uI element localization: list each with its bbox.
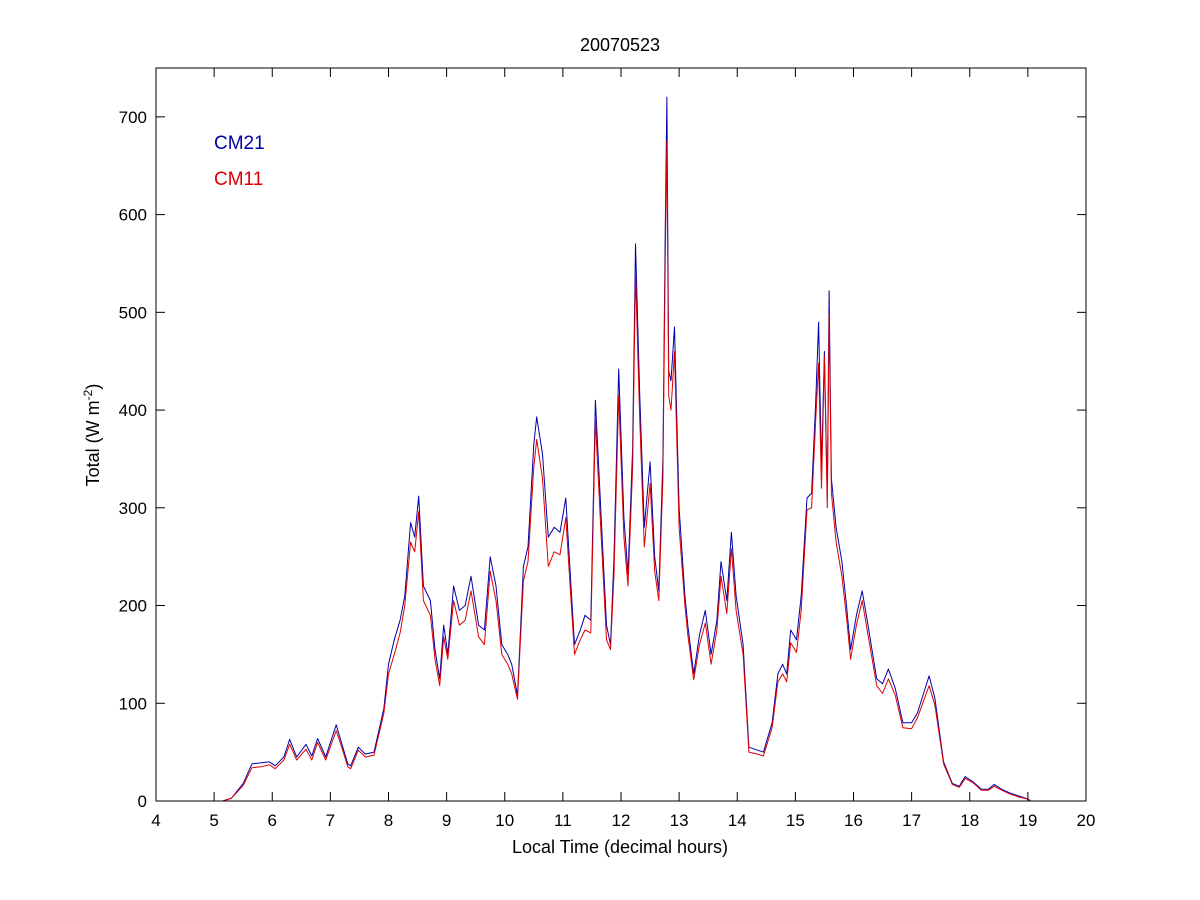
x-tick-label: 4	[151, 811, 160, 830]
y-tick-label: 600	[119, 206, 147, 225]
y-tick-label: 0	[138, 792, 147, 811]
x-tick-label: 17	[902, 811, 921, 830]
y-tick-label: 200	[119, 597, 147, 616]
legend: CM21 CM11	[214, 133, 265, 190]
x-tick-label: 9	[442, 811, 451, 830]
x-tick-label: 6	[268, 811, 277, 830]
y-axis-title-base: Total (W m	[83, 400, 103, 486]
y-axis-title-sup: -2	[81, 389, 95, 400]
y-axis-title: Total (W m-2)	[81, 384, 103, 487]
x-tick-label: 20	[1077, 811, 1096, 830]
x-tick-label: 15	[786, 811, 805, 830]
y-tick-label: 700	[119, 108, 147, 127]
x-tick-label: 10	[495, 811, 514, 830]
y-axis: 0 100 200 300 400 500 600 700	[119, 108, 1086, 811]
series-layer	[222, 96, 1032, 802]
x-axis-title: Local Time (decimal hours)	[512, 837, 728, 857]
x-tick-label: 14	[728, 811, 747, 830]
y-tick-label: 400	[119, 401, 147, 420]
x-tick-label: 7	[326, 811, 335, 830]
x-tick-label: 12	[612, 811, 631, 830]
chart-title: 20070523	[580, 35, 660, 55]
y-tick-label: 100	[119, 694, 147, 713]
series-line-cm21	[222, 96, 1032, 802]
x-tick-label: 13	[670, 811, 689, 830]
x-tick-label: 8	[384, 811, 393, 830]
x-axis: 4 5 6 7 8 9 10 11 12 13 14 15 16 17 18 19 20	[151, 68, 1095, 830]
x-tick-label: 16	[844, 811, 863, 830]
legend-entry-cm11: CM11	[214, 169, 263, 190]
series-line-cm11	[222, 140, 1032, 802]
y-tick-label: 500	[119, 303, 147, 322]
x-tick-label: 19	[1018, 811, 1037, 830]
x-tick-label: 5	[209, 811, 218, 830]
x-tick-label: 11	[554, 811, 572, 830]
legend-entry-cm21: CM21	[214, 133, 265, 154]
y-axis-title-close: )	[83, 384, 103, 390]
y-tick-label: 300	[119, 499, 147, 518]
x-tick-label: 18	[960, 811, 979, 830]
